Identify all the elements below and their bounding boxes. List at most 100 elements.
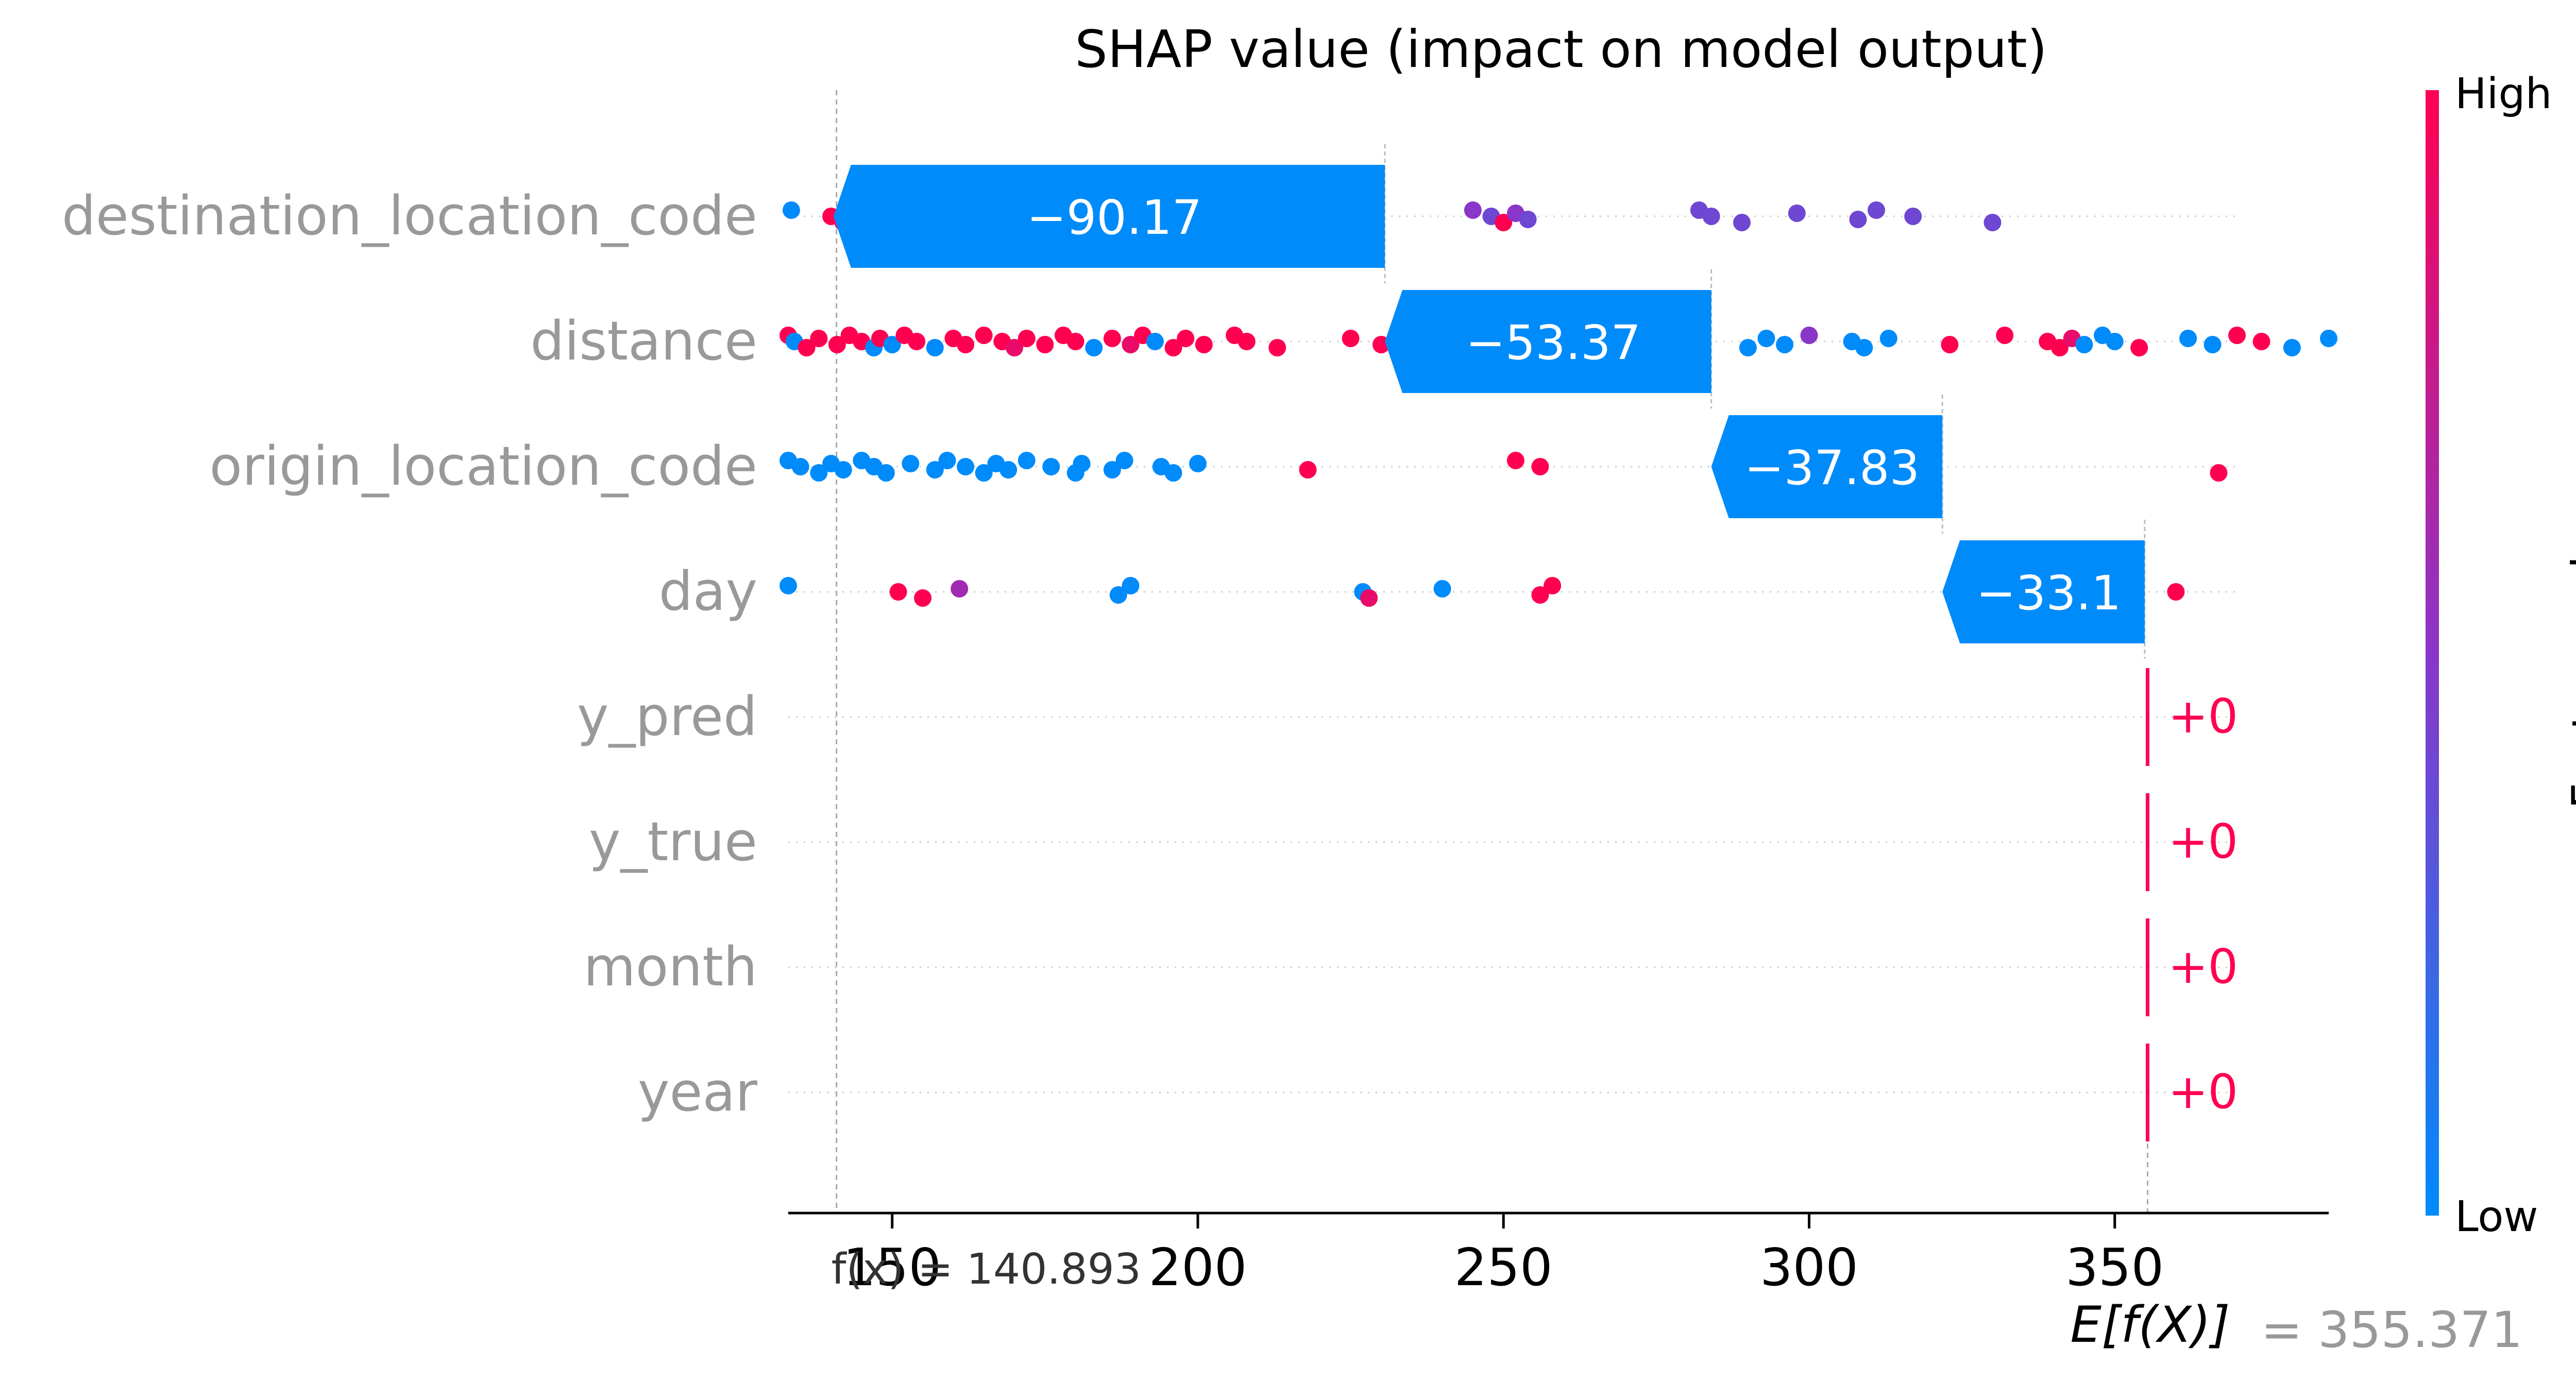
feature-point <box>999 461 1018 479</box>
feature-point <box>914 589 932 607</box>
feature-point <box>1085 339 1103 356</box>
feature-point <box>2179 330 2197 347</box>
contribution-label: −90.17 <box>1027 190 1202 245</box>
feature-point <box>957 458 975 475</box>
feature-point <box>1855 339 1873 356</box>
expected-value-label: E[f(X)] <box>2070 1296 2230 1354</box>
feature-point <box>1042 458 1060 475</box>
feature-point <box>1164 339 1182 356</box>
feature-label: y_pred <box>577 685 757 748</box>
feature-point <box>2204 336 2222 353</box>
contribution-label: +0 <box>2168 1064 2238 1119</box>
chart-title: SHAP value (impact on model output) <box>1075 19 2047 79</box>
feature-point <box>2075 336 2093 353</box>
x-tick-label: 300 <box>1760 1237 1858 1298</box>
colorbar-title: Feature value <box>2562 500 2576 809</box>
feature-point <box>889 583 907 601</box>
feature-point <box>1238 333 1256 350</box>
feature-point <box>1531 586 1549 604</box>
feature-point <box>791 458 809 475</box>
feature-point <box>951 580 969 598</box>
feature-point <box>1996 327 2014 344</box>
x-axis-ticks: 150 200 250 300 350 <box>843 1213 2164 1298</box>
feature-point <box>938 452 956 469</box>
contribution-bar <box>1385 290 1711 393</box>
feature-point <box>1036 336 1054 353</box>
feature-point <box>1299 461 1317 479</box>
feature-point <box>1984 214 2002 231</box>
feature-point <box>1464 201 1482 219</box>
feature-point <box>1018 330 1036 347</box>
contribution-bar <box>1942 540 2145 643</box>
feature-point <box>1904 208 1922 225</box>
feature-point <box>1519 211 1537 228</box>
feature-point <box>975 464 993 482</box>
contribution-bars: −90.17 −53.37 −37.83 −33.1 +0 +0 +0 +0 <box>833 165 2238 1141</box>
feature-point <box>1268 339 1286 356</box>
feature-point <box>2283 339 2301 356</box>
feature-point <box>1103 330 1121 347</box>
feature-point <box>1342 330 1360 347</box>
feature-point <box>1495 214 1513 231</box>
fx-label: f(x) = 140.893 <box>832 1245 1141 1294</box>
feature-point <box>1788 204 1806 222</box>
feature-point <box>1757 330 1775 347</box>
feature-point <box>2050 339 2069 356</box>
feature-point <box>2210 464 2228 482</box>
contribution-bar <box>833 165 1385 268</box>
feature-point <box>2167 583 2185 601</box>
feature-label: year <box>638 1061 757 1123</box>
feature-point <box>798 339 816 356</box>
feature-label: destination_location_code <box>62 184 757 247</box>
feature-point <box>1189 455 1207 472</box>
colorbar-high-label: High <box>2455 70 2552 118</box>
x-tick-label: 150 <box>843 1237 941 1298</box>
feature-point <box>975 327 993 344</box>
feature-point <box>1073 455 1091 472</box>
contribution-label: +0 <box>2168 939 2238 994</box>
feature-point <box>926 339 944 356</box>
feature-point <box>1433 580 1451 598</box>
colorbar-low-label: Low <box>2455 1192 2538 1241</box>
feature-point <box>810 464 828 482</box>
feature-labels: destination_location_code distance origin_… <box>62 184 757 1123</box>
feature-point <box>1879 330 1897 347</box>
contribution-label: −33.1 <box>1976 566 2122 621</box>
x-tick-label: 250 <box>1454 1237 1553 1298</box>
feature-point <box>1739 339 1757 356</box>
feature-point <box>779 577 797 594</box>
feature-point <box>883 336 901 353</box>
feature-point <box>828 336 846 353</box>
feature-label: month <box>583 935 757 998</box>
feature-point <box>2320 330 2337 347</box>
feature-point <box>1941 336 1959 353</box>
feature-point <box>1531 458 1549 475</box>
feature-point <box>908 333 926 350</box>
feature-point <box>1849 211 1867 228</box>
feature-point <box>1146 333 1164 350</box>
feature-point <box>2106 333 2124 350</box>
feature-label: day <box>659 560 757 623</box>
feature-point <box>1109 586 1127 604</box>
feature-point <box>1776 336 1794 353</box>
feature-point <box>782 201 800 219</box>
feature-point <box>1122 577 1140 594</box>
feature-point <box>1018 452 1036 469</box>
contribution-label: −37.83 <box>1744 440 1920 496</box>
feature-point <box>1867 201 1885 219</box>
contribution-label: −53.37 <box>1466 315 1641 370</box>
feature-point <box>2228 327 2246 344</box>
feature-point <box>2130 339 2148 356</box>
feature-point <box>1177 330 1195 347</box>
feature-point <box>957 336 975 353</box>
feature-point <box>1733 214 1751 231</box>
feature-point <box>1164 464 1182 482</box>
x-tick-label: 350 <box>2065 1237 2164 1298</box>
contribution-bar <box>1711 415 1943 518</box>
feature-point <box>1702 208 1720 225</box>
feature-point <box>834 461 852 479</box>
feature-point <box>1506 452 1524 469</box>
contribution-label: +0 <box>2168 814 2238 869</box>
feature-point <box>902 455 920 472</box>
